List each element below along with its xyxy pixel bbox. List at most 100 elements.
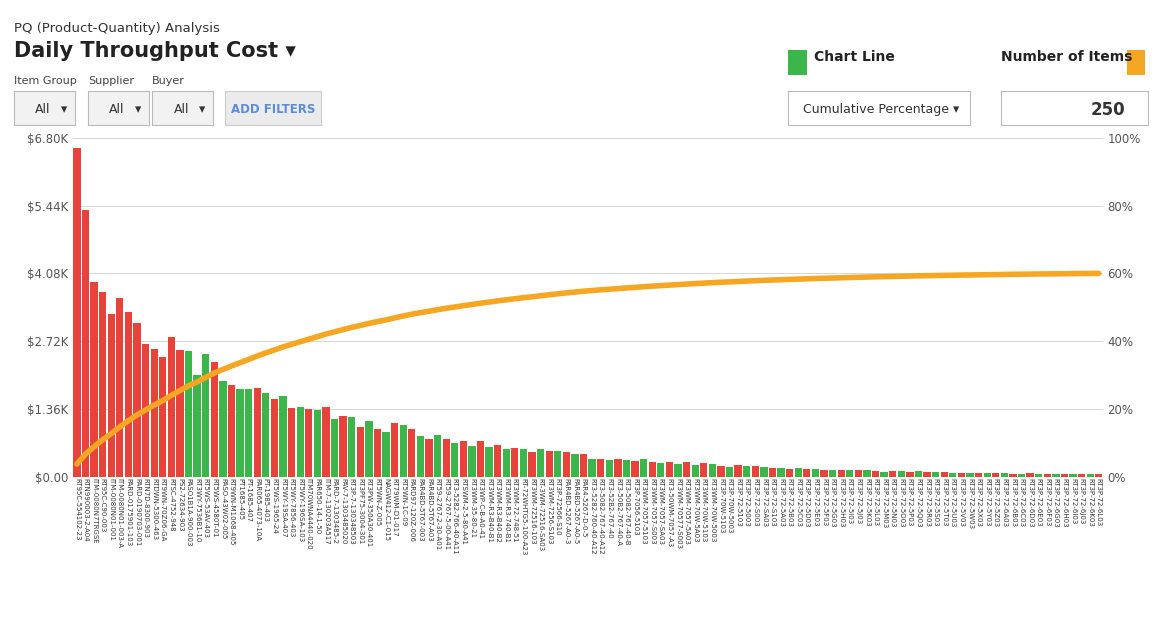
Bar [125, 312, 132, 477]
Bar [975, 473, 982, 477]
Text: All: All [173, 103, 189, 117]
Text: ▾: ▾ [61, 103, 67, 117]
Bar [237, 389, 244, 477]
Text: Item Group: Item Group [14, 76, 77, 87]
Bar [881, 472, 888, 477]
Bar [1053, 474, 1060, 477]
Text: All: All [109, 103, 124, 117]
Bar [159, 357, 166, 477]
Bar [812, 470, 819, 477]
Bar [90, 282, 97, 477]
Bar [597, 459, 604, 477]
Bar [726, 467, 733, 477]
Bar [245, 389, 252, 477]
Bar [228, 386, 235, 477]
Bar [262, 393, 269, 477]
Bar [434, 435, 441, 477]
Bar [1001, 473, 1008, 477]
Bar [847, 470, 854, 477]
Bar [803, 468, 810, 477]
Bar [674, 464, 682, 477]
Bar [1009, 473, 1016, 477]
Bar [116, 298, 123, 477]
Bar [280, 396, 287, 477]
Text: Chart Line: Chart Line [814, 50, 895, 64]
Bar [383, 432, 390, 477]
Bar [108, 314, 115, 477]
Bar [906, 472, 913, 477]
Bar [563, 452, 570, 477]
Bar [399, 425, 406, 477]
Bar [708, 464, 715, 477]
Bar [254, 388, 261, 477]
Text: Buyer: Buyer [152, 76, 185, 87]
Bar [734, 465, 741, 477]
Bar [151, 349, 158, 477]
Text: Number of Items: Number of Items [1001, 50, 1132, 64]
Bar [1078, 474, 1086, 477]
Bar [580, 454, 587, 477]
Bar [623, 460, 630, 477]
Bar [571, 455, 578, 477]
Bar [589, 458, 596, 477]
Bar [984, 473, 991, 477]
Bar [966, 473, 973, 477]
Bar [451, 443, 458, 477]
Bar [443, 439, 450, 477]
Bar [821, 470, 828, 477]
Bar [391, 423, 398, 477]
Bar [494, 445, 501, 477]
Bar [992, 473, 999, 477]
Bar [649, 461, 656, 477]
Bar [760, 466, 767, 477]
Text: PQ (Product-Quantity) Analysis: PQ (Product-Quantity) Analysis [14, 22, 220, 35]
Bar [769, 468, 776, 477]
Bar [1087, 474, 1094, 477]
Bar [605, 460, 612, 477]
Bar [203, 354, 210, 477]
Text: ▾: ▾ [199, 103, 205, 117]
Bar [520, 449, 527, 477]
Bar [288, 408, 295, 477]
Bar [795, 468, 802, 477]
Bar [357, 427, 364, 477]
Bar [133, 324, 141, 477]
Bar [528, 453, 535, 477]
Bar [468, 446, 475, 477]
Bar [374, 429, 381, 477]
Text: Daily Throughput Cost ▾: Daily Throughput Cost ▾ [14, 41, 296, 61]
Bar [692, 465, 699, 477]
Bar [863, 470, 870, 477]
Bar [889, 471, 896, 477]
Bar [296, 408, 303, 477]
Bar [1069, 474, 1076, 477]
Text: All: All [35, 103, 50, 117]
Bar [924, 472, 931, 477]
Bar [185, 351, 192, 477]
Bar [1095, 474, 1102, 477]
Bar [340, 416, 347, 477]
Bar [641, 460, 648, 477]
Bar [786, 469, 793, 477]
Bar [1035, 474, 1042, 477]
Text: ▾: ▾ [135, 103, 141, 117]
Bar [829, 470, 836, 477]
Bar [666, 462, 673, 477]
Bar [331, 419, 338, 477]
Bar [718, 466, 725, 477]
Bar [219, 381, 226, 477]
Bar [744, 466, 751, 477]
Bar [872, 471, 879, 477]
Bar [683, 463, 690, 477]
Bar [1061, 474, 1068, 477]
Bar [82, 210, 89, 477]
Bar [417, 436, 424, 477]
Bar [425, 440, 432, 477]
Bar [700, 463, 707, 477]
Bar [1027, 473, 1034, 477]
Text: Supplier: Supplier [88, 76, 133, 87]
Bar [898, 471, 905, 477]
Bar [1043, 474, 1050, 477]
Bar [271, 399, 278, 477]
Bar [915, 472, 922, 477]
